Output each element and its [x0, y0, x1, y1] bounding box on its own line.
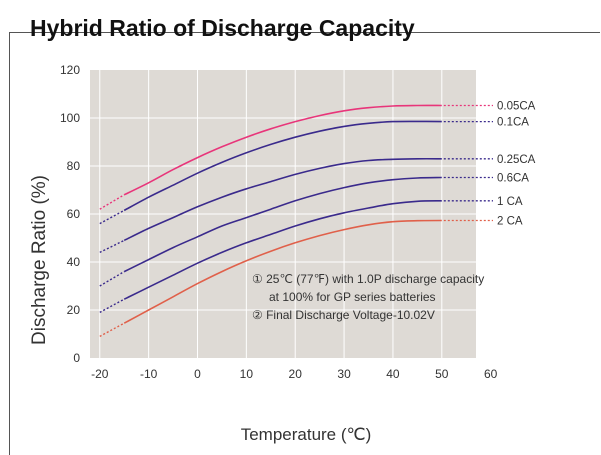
page-title: Hybrid Ratio of Discharge Capacity: [30, 15, 415, 41]
grid-lines: [90, 70, 476, 358]
annotation-line-1: ① 25℃ (77℉) with 1.0P discharge capacity: [252, 272, 484, 286]
x-tick-label: 50: [435, 367, 449, 381]
series-group: 0.05CA 0.1CA 0.25CA 0.6CA 1 CA 2 CA: [99, 101, 536, 338]
x-tick-label: -20: [91, 367, 109, 381]
y-tick-label: 20: [67, 303, 81, 317]
x-tick-label: 40: [386, 367, 400, 381]
annotation-box: ① 25℃ (77℉) with 1.0P discharge capacity…: [252, 272, 484, 322]
x-tick-labels: -20 -10 0 10 20 30 40 50 60: [91, 367, 498, 381]
series-line: [123, 120, 442, 212]
x-axis-label: Temperature (℃): [241, 425, 372, 444]
series-label: 0.1CA: [497, 117, 529, 129]
x-tick-label: 30: [337, 367, 351, 381]
series-label: 0.05CA: [497, 101, 536, 113]
series-line-dashed: [99, 209, 125, 225]
y-tick-label: 80: [67, 159, 81, 173]
x-tick-label: -10: [140, 367, 158, 381]
series-line-dashed: [99, 270, 125, 287]
annotation-line-3: ② Final Discharge Voltage-10.02V: [252, 308, 435, 322]
series-line: [123, 157, 442, 242]
y-tick-label: 60: [67, 207, 81, 221]
series-label: 2 CA: [497, 215, 523, 227]
series-line: [123, 176, 442, 273]
x-tick-label: 10: [240, 367, 254, 381]
chart-frame: Hybrid Ratio of Discharge Capacity: [9, 17, 600, 455]
y-axis-label: Discharge Ratio (%): [29, 175, 50, 345]
series-line: [123, 200, 442, 300]
y-tick-labels: 0 20 40 60 80 100 120: [60, 63, 80, 365]
y-tick-label: 0: [73, 351, 80, 365]
x-tick-label: 20: [289, 367, 303, 381]
y-tick-label: 40: [67, 255, 81, 269]
series-label: 0.25CA: [497, 154, 536, 166]
x-tick-label: 60: [484, 367, 498, 381]
series-line-dashed: [99, 322, 125, 338]
series-line-dashed: [99, 194, 125, 210]
series-label: 1 CA: [497, 196, 523, 208]
annotation-line-2: at 100% for GP series batteries: [269, 290, 436, 304]
x-tick-label: 0: [194, 367, 201, 381]
series-line-dashed: [99, 239, 125, 254]
series-line: [123, 219, 442, 324]
series-line-dashed: [99, 298, 125, 314]
y-tick-label: 120: [60, 63, 80, 77]
y-tick-label: 100: [60, 111, 80, 125]
series-label: 0.6CA: [497, 173, 529, 185]
series-line: [123, 104, 442, 196]
